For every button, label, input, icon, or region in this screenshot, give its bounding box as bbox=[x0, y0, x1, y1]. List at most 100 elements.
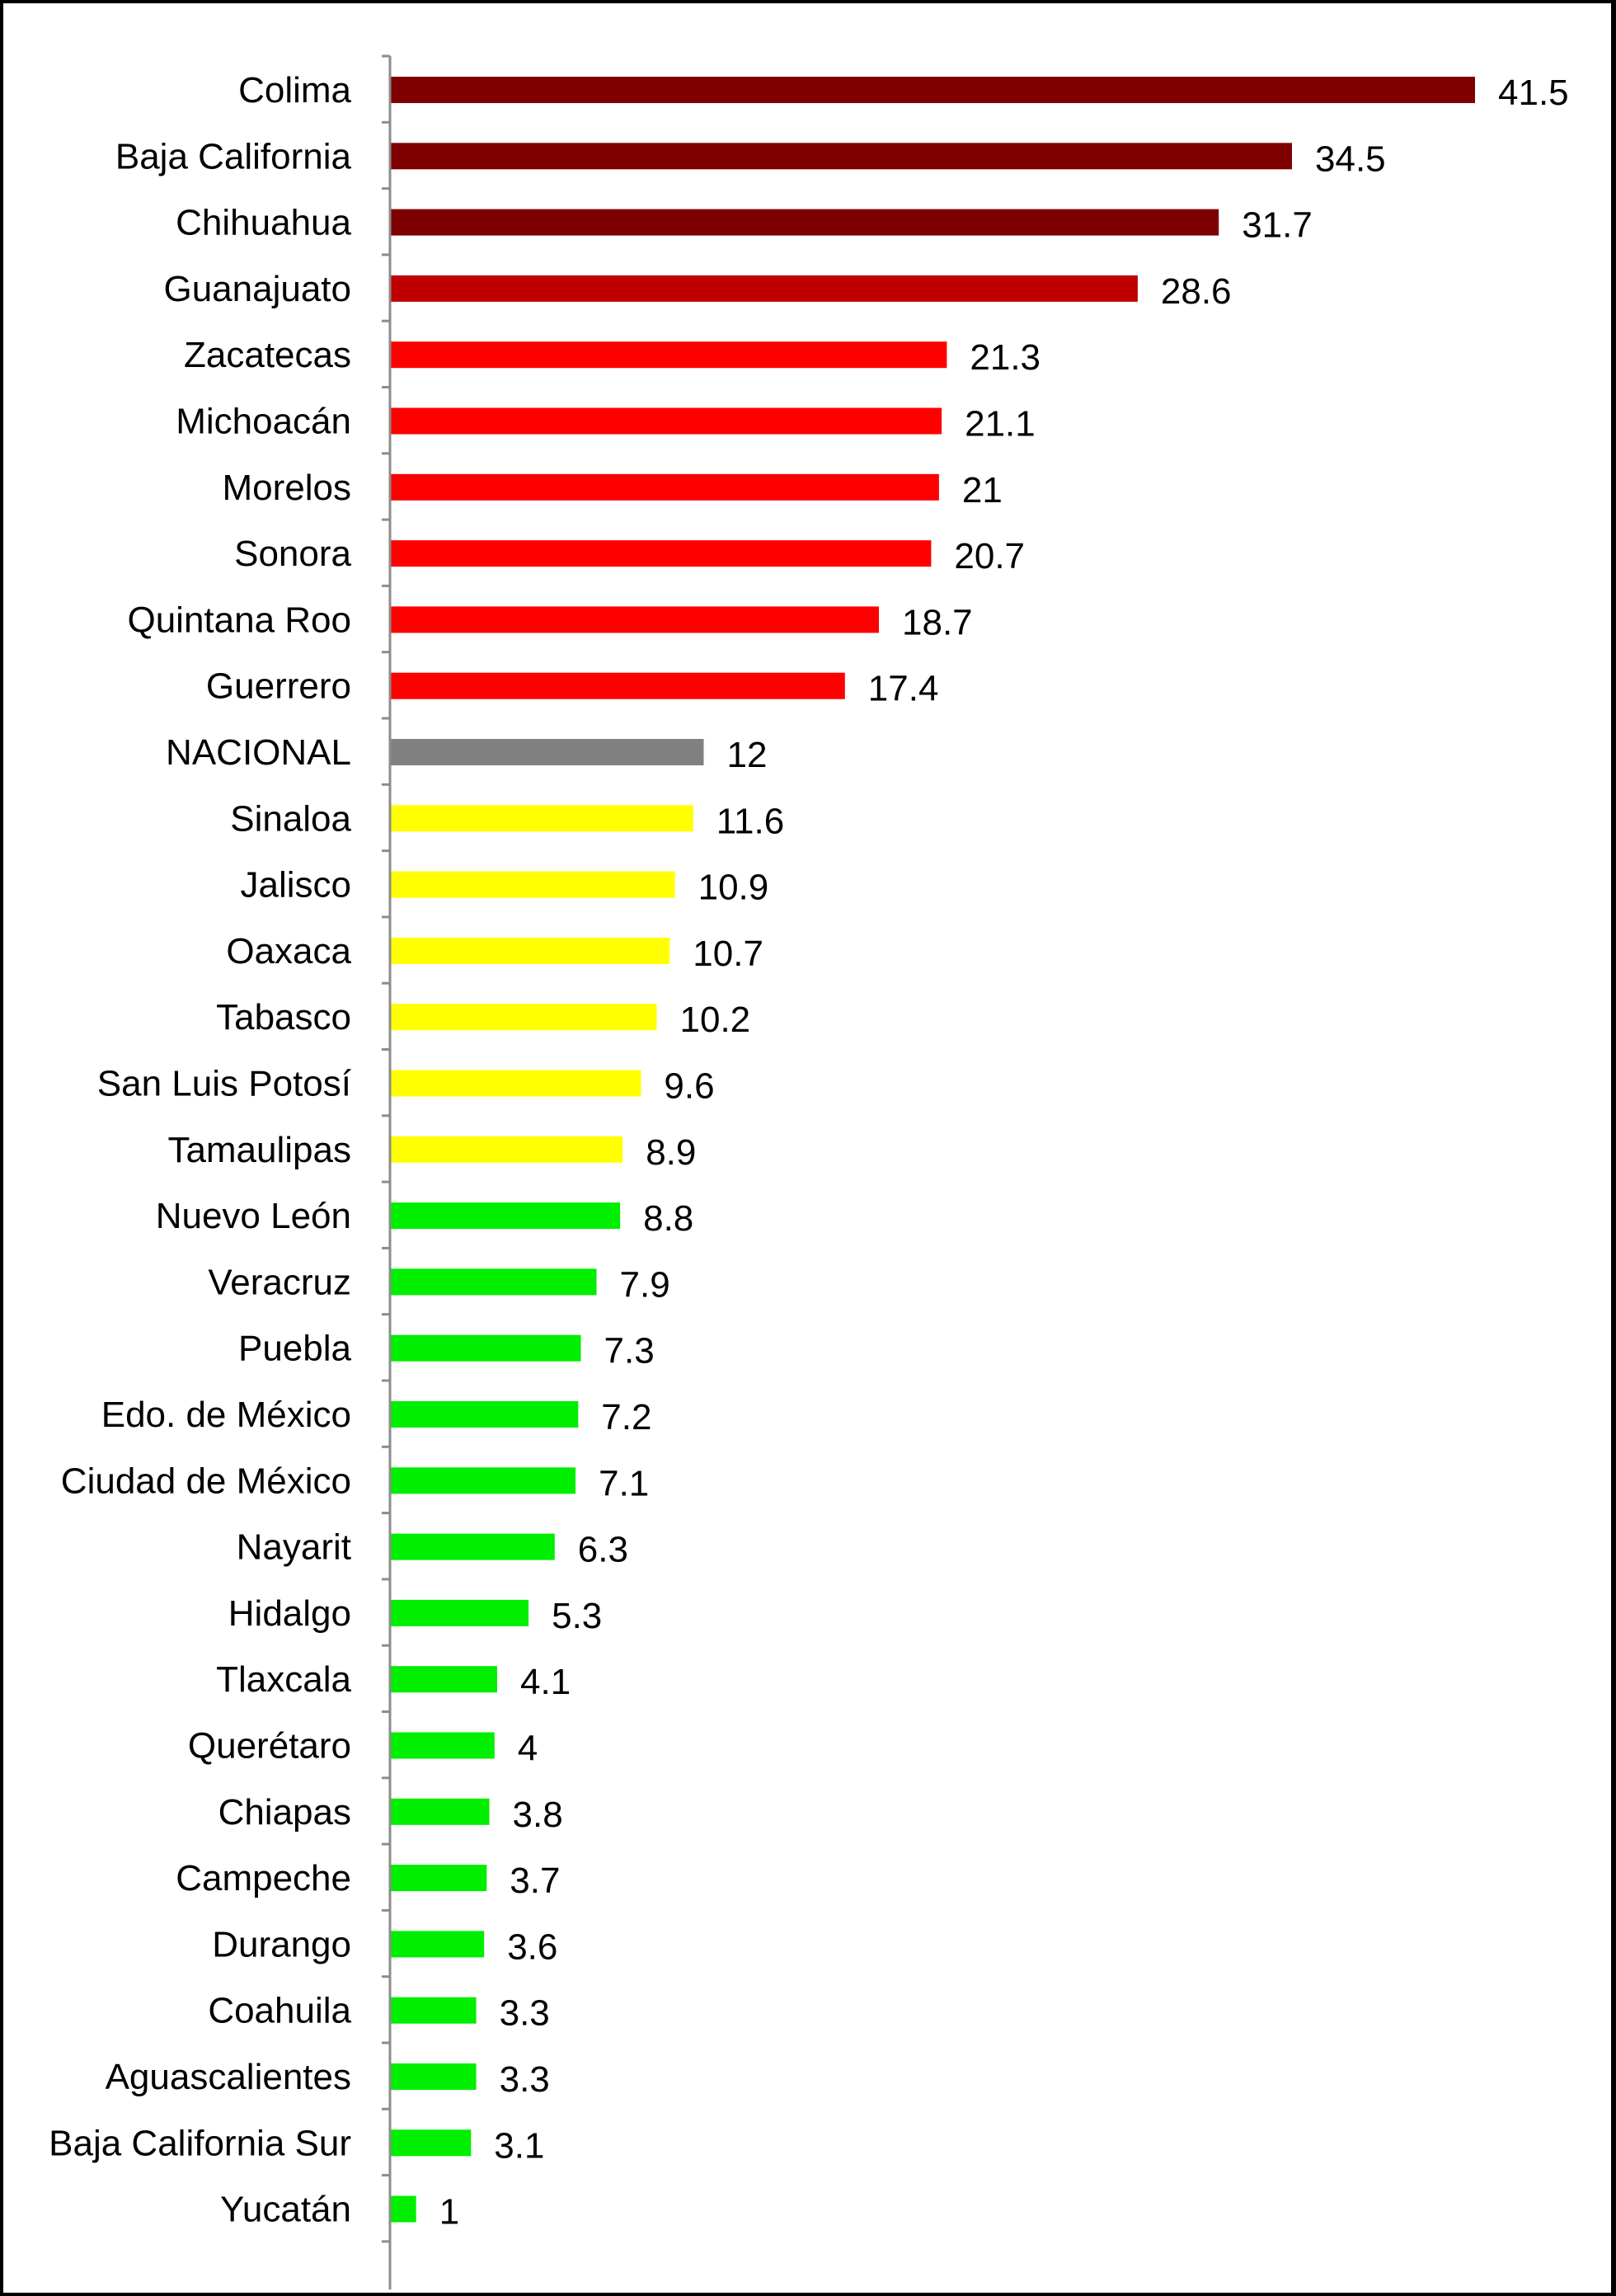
value-label: 7.3 bbox=[604, 1331, 655, 1371]
bar-2 bbox=[390, 209, 1219, 236]
value-label: 8.9 bbox=[646, 1132, 696, 1173]
category-label: Coahuila bbox=[208, 1991, 351, 2031]
value-label: 11.6 bbox=[716, 801, 784, 841]
bar-25 bbox=[390, 1732, 495, 1759]
bar-32 bbox=[390, 2195, 416, 2223]
value-label: 21.1 bbox=[965, 404, 1036, 445]
category-label: Chiapas bbox=[218, 1792, 351, 1833]
category-label: Edo. de México bbox=[101, 1395, 351, 1435]
value-label: 7.1 bbox=[599, 1463, 649, 1503]
bar-11 bbox=[390, 805, 693, 832]
category-label: Oaxaca bbox=[226, 931, 351, 972]
value-label: 10.7 bbox=[693, 934, 763, 974]
category-label: Baja California bbox=[115, 136, 352, 176]
bar-23 bbox=[390, 1599, 529, 1626]
value-label: 10.2 bbox=[680, 1000, 751, 1040]
category-label: Guanajuato bbox=[163, 269, 351, 309]
bar-5 bbox=[390, 407, 942, 435]
value-label: 41.5 bbox=[1498, 73, 1569, 113]
bar-16 bbox=[390, 1136, 623, 1163]
bar-29 bbox=[390, 1997, 477, 2024]
value-label: 3.1 bbox=[494, 2125, 544, 2166]
bar-17 bbox=[390, 1202, 621, 1230]
value-label: 28.6 bbox=[1161, 271, 1232, 312]
category-label: Ciudad de México bbox=[61, 1461, 351, 1501]
bar-3 bbox=[390, 275, 1138, 302]
chart-panel: Colima 41.5 Baja California 34.5 Chihuahua 31… bbox=[3, 3, 1611, 2293]
category-label: Yucatán bbox=[220, 2190, 351, 2230]
category-label: Morelos bbox=[223, 468, 352, 508]
value-label: 3.3 bbox=[500, 1993, 550, 2034]
value-label: 6.3 bbox=[578, 1530, 628, 1570]
category-label: Campeche bbox=[176, 1858, 351, 1898]
value-label: 34.5 bbox=[1315, 139, 1386, 179]
category-label: NACIONAL bbox=[166, 732, 351, 773]
bar-8 bbox=[390, 606, 879, 633]
value-label: 18.7 bbox=[902, 602, 973, 642]
category-label: Aguascalientes bbox=[106, 2057, 351, 2097]
bar-14 bbox=[390, 1004, 657, 1031]
bar-chart: Colima 41.5 Baja California 34.5 Chihuahua 31… bbox=[49, 54, 1569, 2289]
bar-15 bbox=[390, 1070, 641, 1097]
value-label: 7.2 bbox=[601, 1397, 651, 1437]
category-label: Zacatecas bbox=[184, 335, 351, 375]
category-label: Quintana Roo bbox=[127, 600, 351, 640]
category-label: Veracruz bbox=[208, 1262, 351, 1302]
category-label: Nuevo León bbox=[156, 1196, 351, 1236]
value-label: 3.6 bbox=[507, 1927, 557, 1967]
value-label: 21 bbox=[962, 470, 1003, 510]
bar-7 bbox=[390, 540, 932, 567]
category-label: Nayarit bbox=[237, 1527, 351, 1568]
bar-21 bbox=[390, 1467, 576, 1494]
category-label: Chihuahua bbox=[176, 203, 351, 243]
value-label: 3.8 bbox=[513, 1795, 563, 1835]
category-label: Michoacán bbox=[176, 402, 351, 442]
category-label: San Luis Potosí bbox=[97, 1064, 352, 1104]
bar-31 bbox=[390, 2129, 472, 2157]
value-label: 4.1 bbox=[520, 1662, 571, 1702]
value-label: 3.7 bbox=[510, 1861, 560, 1901]
bar-28 bbox=[390, 1931, 485, 1958]
value-label: 21.3 bbox=[970, 337, 1041, 378]
bar-18 bbox=[390, 1268, 597, 1296]
bar-26 bbox=[390, 1798, 490, 1825]
bar-13 bbox=[390, 937, 670, 964]
category-label: Sinaloa bbox=[230, 798, 351, 839]
bar-10 bbox=[390, 739, 704, 765]
bar-6 bbox=[390, 473, 939, 501]
value-label: 4 bbox=[518, 1729, 538, 1769]
category-label: Guerrero bbox=[206, 666, 351, 707]
category-label: Colima bbox=[238, 70, 351, 111]
category-label: Baja California Sur bbox=[49, 2123, 351, 2163]
category-label: Jalisco bbox=[241, 865, 352, 906]
category-label: Tamaulipas bbox=[167, 1130, 351, 1170]
value-label: 5.3 bbox=[552, 1596, 602, 1636]
bar-20 bbox=[390, 1401, 579, 1428]
category-label: Puebla bbox=[238, 1329, 352, 1369]
category-label: Hidalgo bbox=[228, 1593, 351, 1634]
value-label: 12 bbox=[727, 735, 768, 775]
bar-30 bbox=[390, 2063, 477, 2090]
bar-0 bbox=[390, 77, 1475, 103]
category-label: Durango bbox=[212, 1924, 351, 1964]
bar-22 bbox=[390, 1533, 555, 1560]
value-label: 9.6 bbox=[664, 1066, 714, 1107]
value-label: 3.3 bbox=[500, 2059, 550, 2100]
bar-19 bbox=[390, 1334, 581, 1362]
bar-27 bbox=[390, 1865, 487, 1892]
value-label: 1 bbox=[439, 2192, 459, 2232]
bar-12 bbox=[390, 871, 675, 898]
bar-24 bbox=[390, 1666, 497, 1693]
category-label: Tabasco bbox=[216, 997, 351, 1037]
category-label: Tlaxcala bbox=[216, 1659, 351, 1700]
value-label: 17.4 bbox=[868, 669, 939, 709]
value-label: 10.9 bbox=[698, 868, 769, 908]
bar-1 bbox=[390, 143, 1292, 170]
value-label: 7.9 bbox=[620, 1264, 670, 1305]
category-label: Sonora bbox=[234, 534, 351, 574]
bar-4 bbox=[390, 341, 947, 369]
category-label: Querétaro bbox=[188, 1726, 351, 1767]
value-label: 20.7 bbox=[954, 536, 1025, 576]
value-label: 8.8 bbox=[643, 1198, 693, 1239]
